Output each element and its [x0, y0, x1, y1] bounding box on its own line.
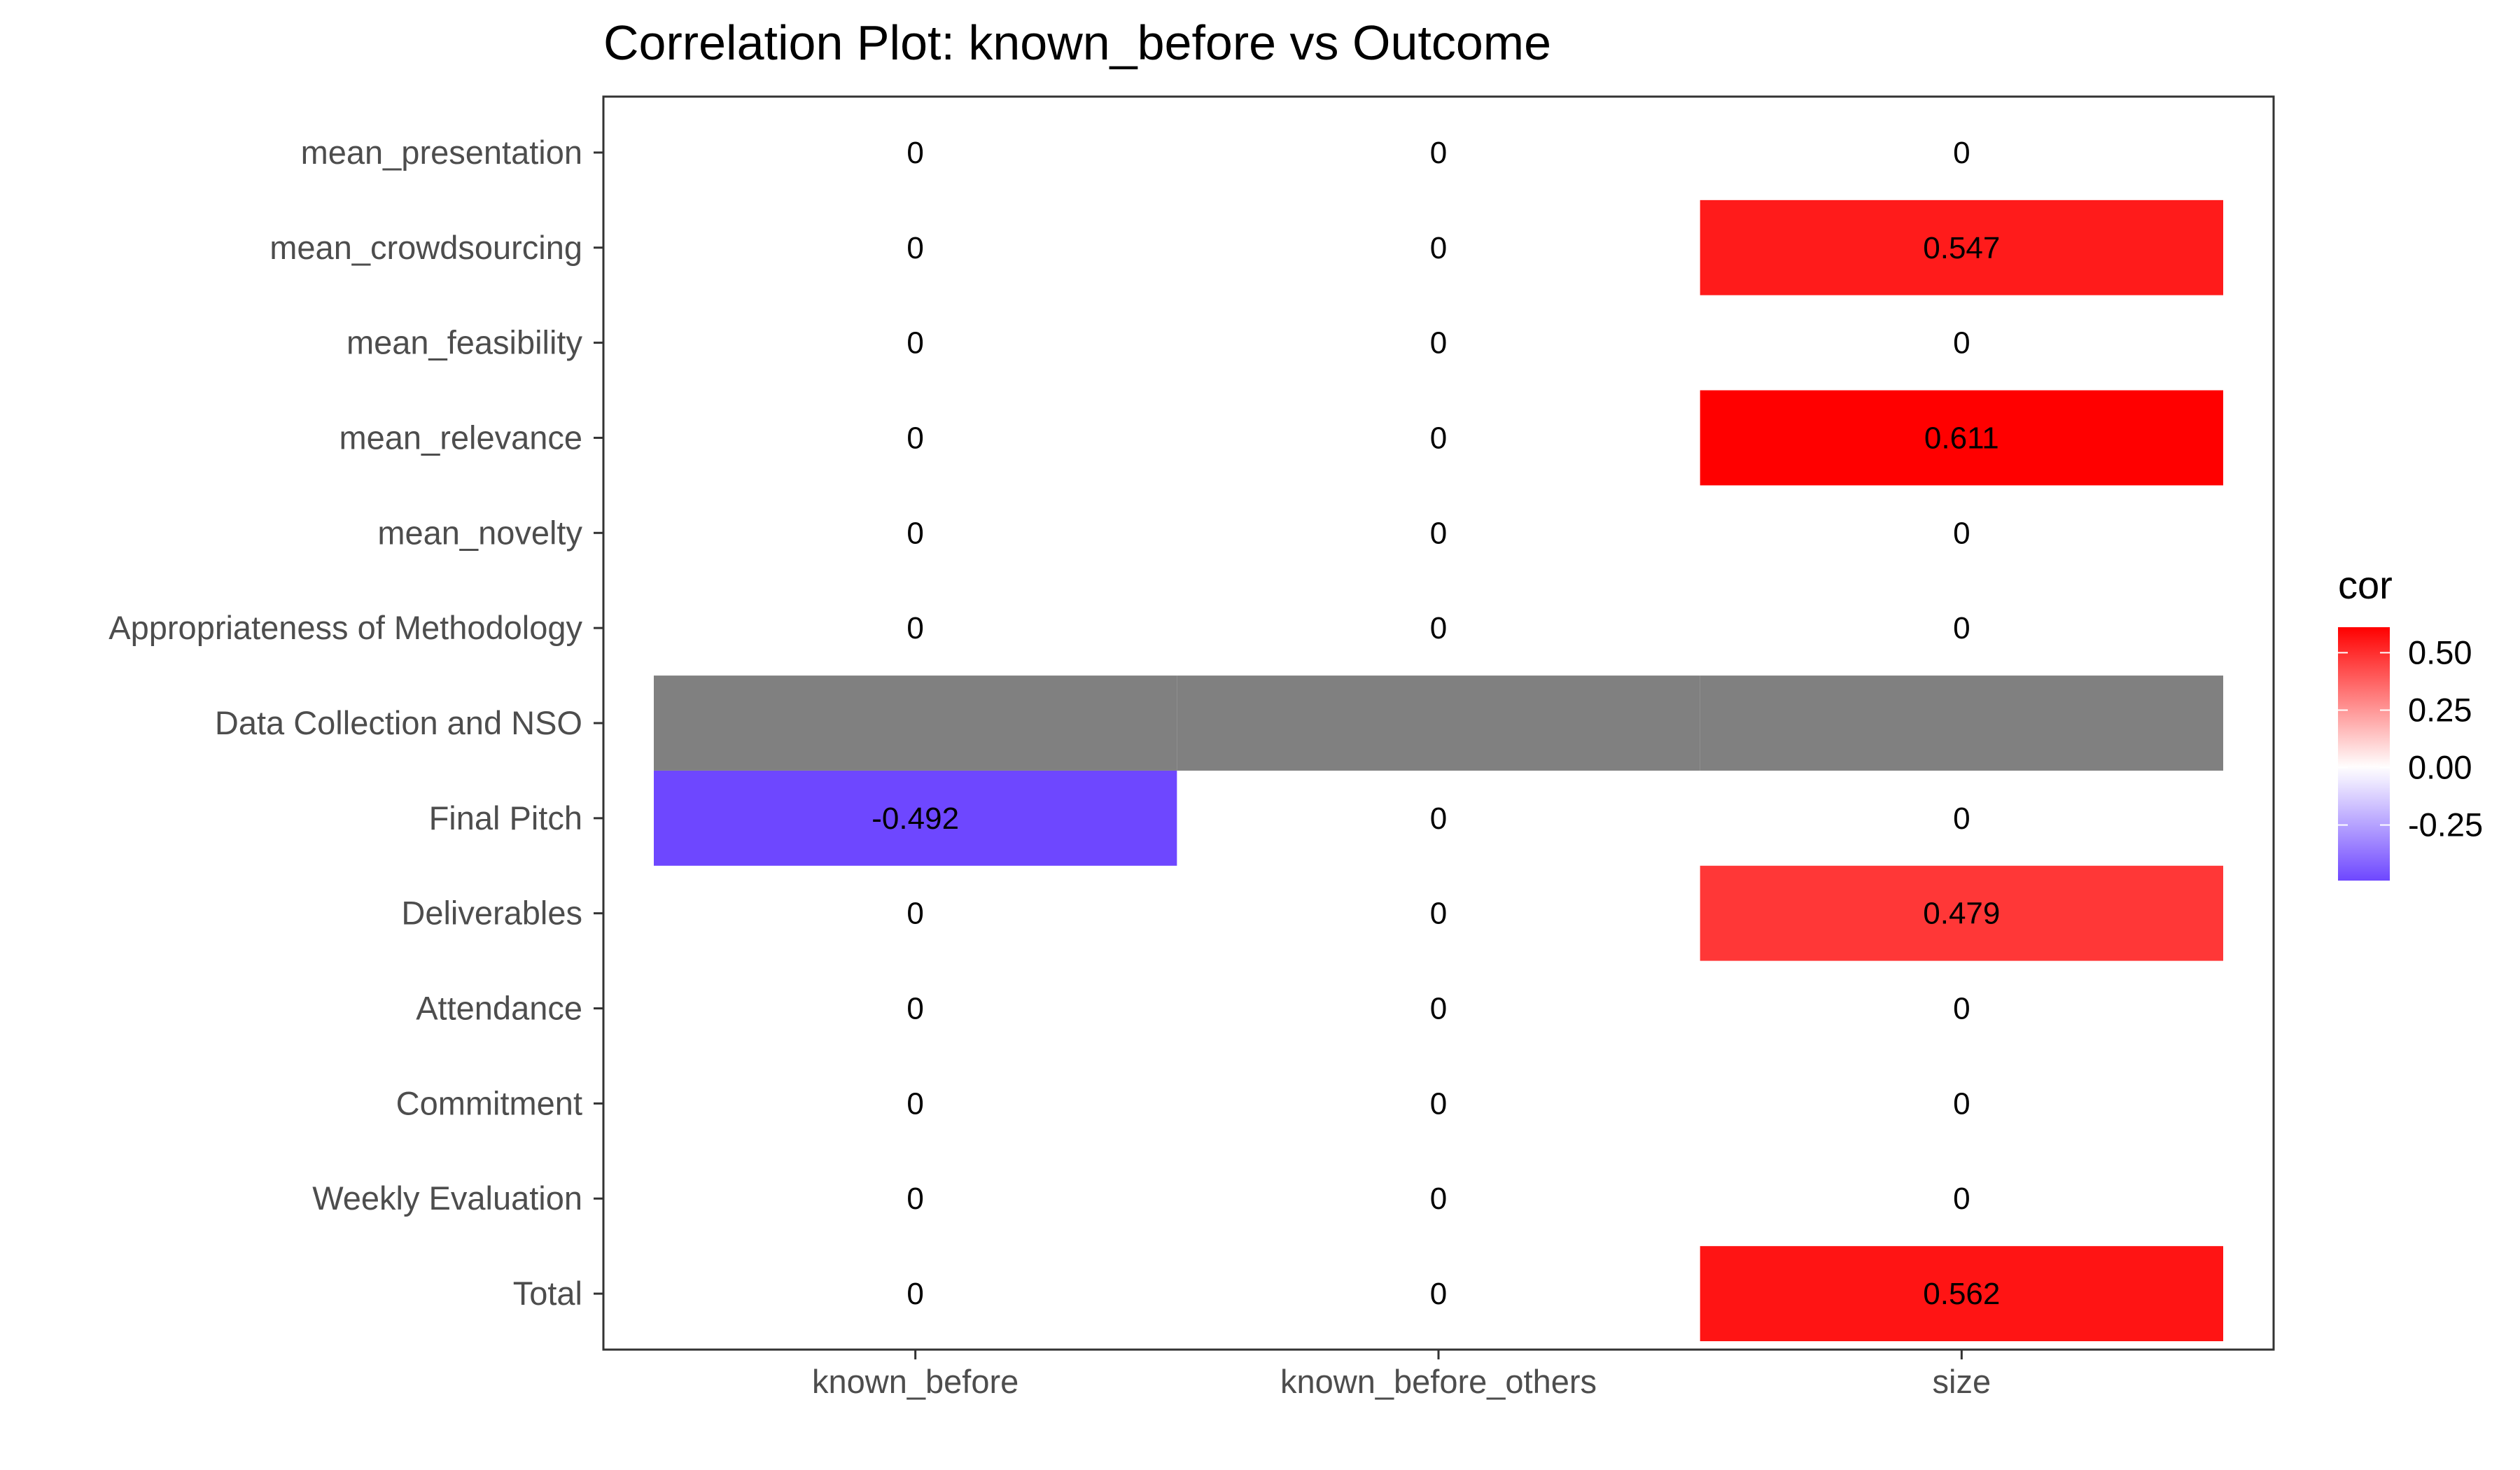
cell-value-label: 0	[1953, 992, 1970, 1026]
color-legend: cor 0.50 0.25 0.00 -0.25	[2338, 563, 2483, 881]
y-tick-label: mean_presentation	[301, 134, 582, 171]
heatmap-cell	[1700, 200, 2223, 295]
cell-value-label: 0	[1430, 992, 1447, 1026]
legend-ticks: 0.50 0.25 0.00 -0.25	[2338, 634, 2483, 844]
heatmap-cell	[1700, 1246, 2223, 1341]
heatmap-cell	[1700, 865, 2223, 961]
legend-tick-label: 0.50	[2408, 634, 2472, 671]
cell-value-label: 0	[906, 1277, 923, 1311]
legend-colorbar	[2338, 627, 2390, 881]
cell-value-label: 0	[1953, 136, 1970, 170]
x-axis: known_before known_before_others size	[812, 1350, 1991, 1400]
cell-value-label: -0.492	[872, 802, 959, 836]
legend-title: cor	[2338, 563, 2393, 607]
cell-value-label: 0	[906, 897, 923, 931]
legend-tick-label: 0.00	[2408, 749, 2472, 786]
x-tick-label: known_before	[812, 1363, 1018, 1400]
heatmap-cell	[654, 770, 1177, 866]
cell-value-label: 0	[1430, 516, 1447, 550]
legend-tick-label: -0.25	[2408, 806, 2483, 844]
cell-value-label: 0.479	[1923, 897, 2000, 931]
cell-value-label: 0	[906, 992, 923, 1026]
y-tick-label: Total	[513, 1275, 582, 1312]
cell-value-label: 0	[906, 421, 923, 455]
cell-value-label: 0	[1430, 802, 1447, 836]
heatmap-cell	[654, 676, 1177, 771]
y-tick-label: mean_relevance	[340, 419, 583, 456]
cell-value-label: 0	[1430, 326, 1447, 360]
cell-value-label: 0	[1953, 326, 1970, 360]
x-tick-label: size	[1933, 1363, 1991, 1400]
cell-labels: 0 0 0 0 0 0.547 0 0 0 0 0 0.611 0 0 0 0 0 0 -0.492 0 0 0 0 0.47…	[872, 136, 2000, 1311]
y-tick-label: Weekly Evaluation	[312, 1180, 582, 1217]
y-tick-label: Appropriateness of Methodology	[108, 609, 582, 646]
cell-value-label: 0	[1953, 802, 1970, 836]
cell-value-label: 0.562	[1923, 1277, 2000, 1311]
cell-value-label: 0	[906, 516, 923, 550]
y-axis: mean_presentation mean_crowdsourcing mean_…	[108, 134, 603, 1312]
cell-value-label: 0	[1430, 1086, 1447, 1121]
cell-value-label: 0	[1430, 231, 1447, 265]
cell-value-label: 0	[906, 611, 923, 645]
cell-value-label: 0	[1430, 611, 1447, 645]
cell-value-label: 0	[1430, 1182, 1447, 1216]
cell-value-label: 0.547	[1923, 231, 2000, 265]
y-tick-label: Data Collection and NSO	[215, 704, 582, 741]
heatmap-cells	[654, 200, 2223, 1341]
y-tick-label: mean_novelty	[377, 514, 582, 551]
y-tick-label: Final Pitch	[429, 799, 582, 836]
cell-value-label: 0	[1953, 611, 1970, 645]
heatmap-cell	[1700, 676, 2223, 771]
chart-title: Correlation Plot: known_before vs Outcom…	[603, 15, 1551, 70]
y-tick-label: Attendance	[416, 990, 582, 1027]
x-tick-label: known_before_others	[1280, 1363, 1597, 1400]
heatmap-cell	[1700, 390, 2223, 486]
y-tick-label: Deliverables	[401, 895, 582, 932]
cell-value-label: 0	[1953, 1182, 1970, 1216]
cell-value-label: 0	[906, 326, 923, 360]
cell-value-label: 0	[1953, 516, 1970, 550]
cell-value-label: 0	[1430, 1277, 1447, 1311]
cell-value-label: 0	[1430, 136, 1447, 170]
cell-value-label: 0.611	[1924, 421, 1999, 455]
heatmap-cell	[1177, 676, 1700, 771]
cell-value-label: 0	[906, 1086, 923, 1121]
cell-value-label: 0	[1430, 897, 1447, 931]
y-tick-label: mean_feasibility	[346, 324, 583, 361]
cell-value-label: 0	[906, 231, 923, 265]
legend-tick-label: 0.25	[2408, 691, 2472, 728]
y-tick-label: Commitment	[396, 1084, 582, 1121]
cell-value-label: 0	[1953, 1086, 1970, 1121]
cell-value-label: 0	[906, 136, 923, 170]
cell-value-label: 0	[1430, 421, 1447, 455]
y-tick-label: mean_crowdsourcing	[270, 229, 582, 266]
cell-value-label: 0	[906, 1182, 923, 1216]
